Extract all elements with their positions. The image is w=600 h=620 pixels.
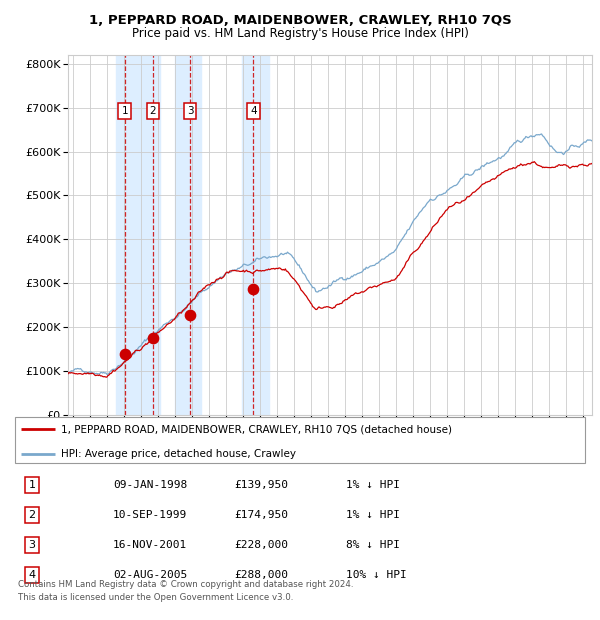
Text: 10-SEP-1999: 10-SEP-1999 <box>113 510 187 520</box>
Text: 1% ↓ HPI: 1% ↓ HPI <box>346 510 400 520</box>
Text: Contains HM Land Registry data © Crown copyright and database right 2024.: Contains HM Land Registry data © Crown c… <box>18 580 353 589</box>
Text: 3: 3 <box>29 540 35 550</box>
Text: HPI: Average price, detached house, Crawley: HPI: Average price, detached house, Craw… <box>61 449 296 459</box>
Text: 1: 1 <box>29 480 35 490</box>
Text: £174,950: £174,950 <box>235 510 289 520</box>
Text: 3: 3 <box>187 106 193 116</box>
Point <box>120 348 130 358</box>
Text: 1, PEPPARD ROAD, MAIDENBOWER, CRAWLEY, RH10 7QS: 1, PEPPARD ROAD, MAIDENBOWER, CRAWLEY, R… <box>89 14 511 27</box>
Text: 8% ↓ HPI: 8% ↓ HPI <box>346 540 400 550</box>
Text: 2: 2 <box>149 106 156 116</box>
Text: This data is licensed under the Open Government Licence v3.0.: This data is licensed under the Open Gov… <box>18 593 293 602</box>
Text: 4: 4 <box>29 570 36 580</box>
Bar <box>175 55 201 415</box>
FancyBboxPatch shape <box>15 417 585 463</box>
Text: 09-JAN-1998: 09-JAN-1998 <box>113 480 187 490</box>
Text: 1% ↓ HPI: 1% ↓ HPI <box>346 480 400 490</box>
Text: 1: 1 <box>121 106 128 116</box>
Point <box>148 333 158 343</box>
Text: 10% ↓ HPI: 10% ↓ HPI <box>346 570 407 580</box>
Text: £228,000: £228,000 <box>235 540 289 550</box>
Text: 16-NOV-2001: 16-NOV-2001 <box>113 540 187 550</box>
Text: 2: 2 <box>29 510 36 520</box>
Bar <box>116 55 160 415</box>
Text: 1, PEPPARD ROAD, MAIDENBOWER, CRAWLEY, RH10 7QS (detached house): 1, PEPPARD ROAD, MAIDENBOWER, CRAWLEY, R… <box>61 424 452 434</box>
Text: £288,000: £288,000 <box>235 570 289 580</box>
Text: Price paid vs. HM Land Registry's House Price Index (HPI): Price paid vs. HM Land Registry's House … <box>131 27 469 40</box>
Point <box>248 283 258 293</box>
Text: 02-AUG-2005: 02-AUG-2005 <box>113 570 187 580</box>
Point <box>185 310 195 320</box>
Bar <box>242 55 269 415</box>
Text: £139,950: £139,950 <box>235 480 289 490</box>
Text: 4: 4 <box>250 106 257 116</box>
